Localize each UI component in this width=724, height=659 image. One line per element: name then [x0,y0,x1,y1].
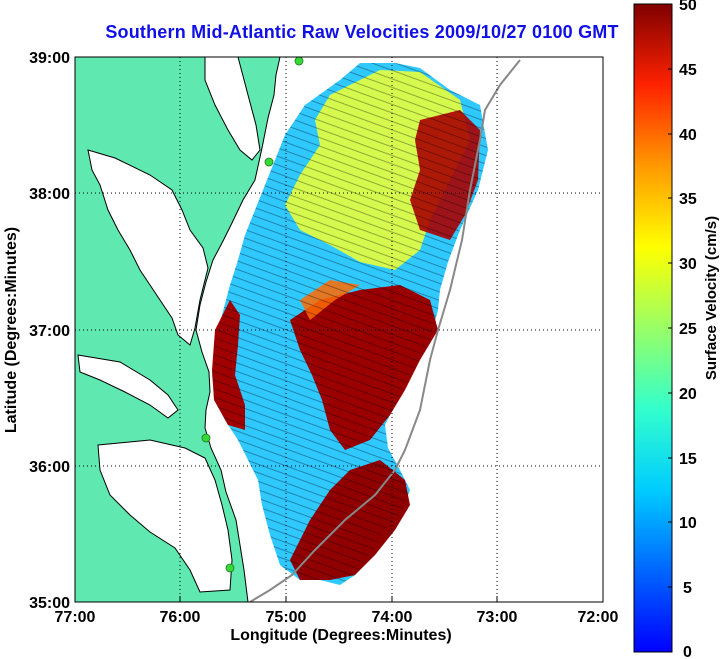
x-axis-title: Longitude (Degrees:Minutes) [230,627,451,644]
shelf-break-contour [249,59,521,602]
x-tick-label: 75:00 [266,609,307,626]
y-tick-label: 38:00 [29,186,70,203]
grid-lines [75,57,603,602]
chesapeake-bay [87,149,209,346]
plot-border [74,56,604,603]
y-tick-label: 37:00 [29,323,70,340]
colorbar-tick-label: 35 [679,191,697,208]
y-tick-label: 36:00 [29,459,70,476]
station-marker [201,433,211,443]
colorbar-tick-label: 30 [679,256,697,273]
x-tick-label: 77:00 [55,609,96,626]
y-tick-labels: 39:00 38:00 37:00 36:00 35:00 [29,50,70,612]
colorbar-title: Surface Velocity (cm/s) [703,216,720,380]
x-tick-marks [74,596,604,602]
river-inlet [77,354,179,419]
map-title: Southern Mid-Atlantic Raw Velocities 200… [105,22,619,42]
x-tick-label: 72:00 [578,609,619,626]
colorbar-tick-label: 45 [679,62,697,79]
pamlico-sound [97,439,233,593]
station-marker [225,563,235,573]
radar-stations [201,57,304,573]
x-tick-label: 74:00 [372,609,413,626]
y-tick-label: 39:00 [29,50,70,67]
colorbar-tick-label: 50 [679,0,697,14]
x-tick-label: 76:00 [160,609,201,626]
colorbar-tick-label: 5 [683,580,692,597]
station-marker [264,157,274,167]
y-tick-label: 35:00 [29,595,70,612]
colorbar [633,3,673,653]
colorbar-tick-label: 25 [679,321,697,338]
colorbar-tick-label: 20 [679,386,697,403]
colorbar-tick-labels: 50 45 40 35 30 25 20 15 10 5 0 [679,0,697,659]
y-axis-title: Latitude (Degrees:Minutes) [3,227,20,433]
delaware-bay [204,57,261,161]
colorbar-tick-marks [668,3,672,588]
x-tick-label: 73:00 [477,609,518,626]
x-tick-labels: 77:00 76:00 75:00 74:00 73:00 72:00 [55,609,619,626]
colorbar-tick-label: 0 [683,644,692,659]
colorbar-tick-label: 15 [679,451,697,468]
colorbar-tick-label: 40 [679,127,697,144]
station-marker [294,57,304,66]
colorbar-tick-label: 10 [679,515,697,532]
